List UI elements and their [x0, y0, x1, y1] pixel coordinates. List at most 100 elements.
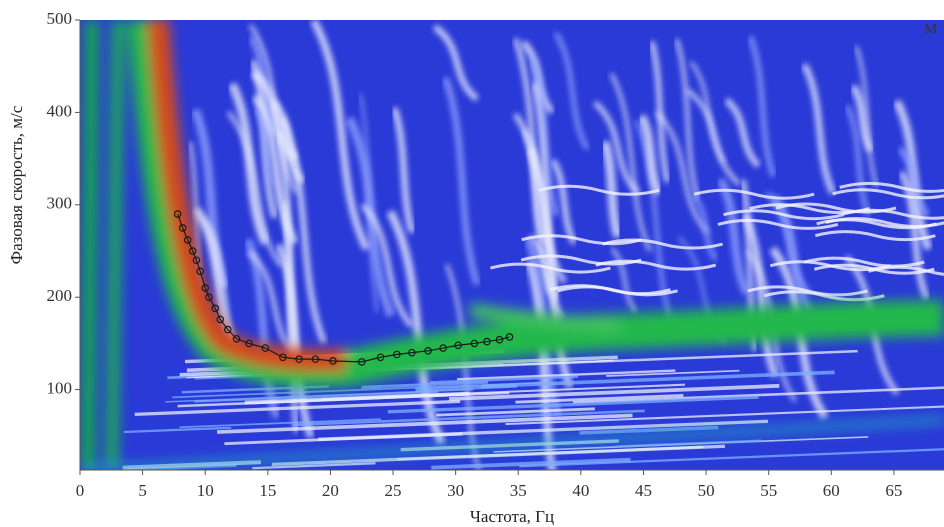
y-tick-label: 500 [47, 9, 73, 28]
white-streak [538, 184, 660, 196]
picked-point [439, 344, 447, 352]
white-streak [251, 94, 299, 245]
white-streak [431, 457, 631, 470]
white-streak [609, 73, 652, 252]
white-streak [606, 369, 740, 377]
y-tick-label: 100 [47, 379, 73, 398]
white-streak [481, 370, 835, 389]
x-tick-label: 55 [760, 481, 777, 500]
white-streak [845, 105, 872, 217]
x-tick-label: 50 [698, 481, 715, 500]
white-streak [655, 111, 710, 234]
picked-point [495, 335, 504, 344]
white-streak [194, 390, 439, 403]
white-streak [814, 230, 936, 242]
picked-point [376, 353, 385, 362]
picked-point [261, 344, 270, 352]
white-streak [275, 243, 315, 439]
white-streak [515, 393, 684, 404]
white-streak [747, 285, 869, 297]
picked-point [245, 339, 253, 348]
picked-point [178, 224, 187, 232]
image-streaks [122, 20, 944, 470]
x-tick-label: 5 [138, 481, 147, 500]
white-streak [689, 61, 726, 164]
white-streak [292, 409, 645, 427]
white-streak [742, 214, 779, 378]
x-tick-label: 30 [447, 481, 464, 500]
white-streak [519, 448, 944, 468]
white-streak [310, 20, 371, 251]
x-axis-title: Частота, Гц [470, 507, 554, 526]
white-streak [572, 386, 944, 404]
white-streak [361, 380, 489, 389]
picked-point [483, 337, 491, 346]
white-streak [898, 170, 930, 301]
white-streak [529, 58, 560, 217]
white-streak [637, 114, 663, 196]
energy-band [80, 20, 944, 470]
picked-point [424, 347, 432, 355]
white-streak [430, 375, 579, 384]
picked-point [173, 210, 182, 218]
white-streak [521, 234, 643, 246]
white-streak [228, 82, 270, 246]
y-tick-label: 200 [47, 286, 73, 305]
picked-point [408, 348, 416, 357]
picked-point [295, 355, 303, 363]
picked-point [311, 355, 320, 363]
white-streak [854, 45, 879, 188]
white-streak [610, 247, 638, 314]
white-streak [529, 234, 565, 320]
white-streak [391, 107, 416, 234]
white-streak [397, 445, 704, 461]
white-streak [557, 285, 678, 297]
white-streak [685, 88, 742, 186]
white-streak [839, 181, 944, 193]
white-streak [445, 263, 481, 470]
x-tick-label: 65 [885, 481, 902, 500]
picked-point [329, 357, 337, 365]
picked-point [201, 284, 210, 292]
picked-point [192, 256, 201, 265]
white-streak [436, 407, 595, 417]
white-streak [723, 209, 844, 221]
white-streak [360, 203, 414, 328]
picked-point [505, 333, 514, 341]
white-streak [724, 97, 761, 169]
white-streak [579, 425, 719, 435]
white-streak [177, 391, 510, 408]
picked-point [196, 267, 205, 276]
white-streak [531, 82, 559, 300]
picked-point [216, 315, 225, 324]
white-streak [593, 100, 641, 196]
picked-point [183, 236, 192, 244]
white-streak [693, 188, 815, 200]
white-streak [448, 383, 780, 401]
x-tick-label: 15 [259, 481, 276, 500]
picked-point [357, 358, 366, 366]
white-streak [553, 31, 590, 151]
white-streak [868, 265, 944, 276]
white-streak [674, 38, 700, 200]
white-streak [123, 426, 232, 434]
picked-point [470, 339, 479, 348]
x-tick-label: 25 [385, 481, 402, 500]
white-streak [270, 99, 306, 185]
white-streak [600, 140, 623, 239]
white-streak [252, 462, 376, 470]
white-streak [763, 290, 885, 302]
x-tick-label: 60 [823, 481, 840, 500]
picked-point [188, 247, 197, 255]
x-tick-label: 45 [635, 481, 652, 500]
white-streak [172, 381, 548, 399]
x-tick-label: 20 [322, 481, 339, 500]
x-tick-label: 35 [510, 481, 527, 500]
white-streak [525, 260, 556, 470]
white-streak [134, 399, 461, 417]
white-streak [318, 419, 769, 441]
picked-point [279, 353, 287, 362]
white-streak [253, 106, 276, 186]
picked-point [454, 341, 462, 350]
dispersion-image [80, 20, 944, 470]
